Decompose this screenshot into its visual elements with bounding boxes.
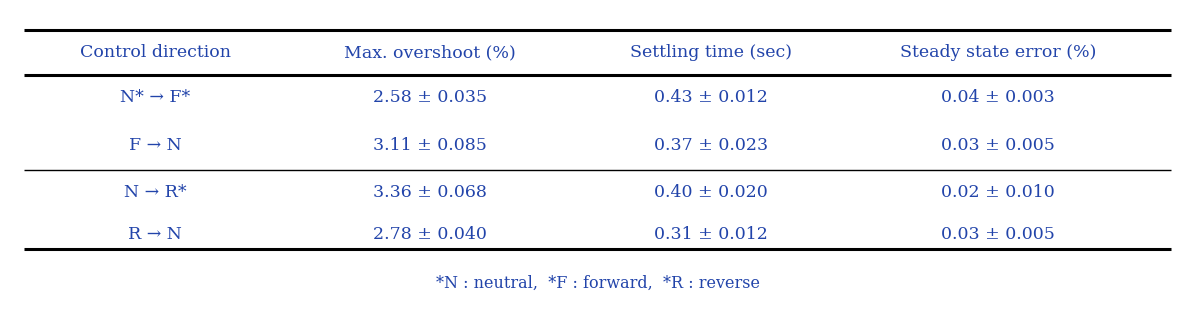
- Text: 0.40 ± 0.020: 0.40 ± 0.020: [654, 184, 768, 201]
- Text: R → N: R → N: [128, 226, 183, 243]
- Text: 2.78 ± 0.040: 2.78 ± 0.040: [373, 226, 488, 243]
- Text: Control direction: Control direction: [80, 44, 231, 61]
- Text: 0.03 ± 0.005: 0.03 ± 0.005: [940, 137, 1055, 154]
- Text: 0.43 ± 0.012: 0.43 ± 0.012: [654, 88, 768, 106]
- Text: Steady state error (%): Steady state error (%): [900, 44, 1096, 61]
- Text: 0.02 ± 0.010: 0.02 ± 0.010: [940, 184, 1055, 201]
- Text: F → N: F → N: [129, 137, 182, 154]
- Text: 3.11 ± 0.085: 3.11 ± 0.085: [373, 137, 488, 154]
- Text: *N : neutral,  *F : forward,  *R : reverse: *N : neutral, *F : forward, *R : reverse: [435, 275, 760, 292]
- Text: 0.37 ± 0.023: 0.37 ± 0.023: [654, 137, 768, 154]
- Text: N → R*: N → R*: [124, 184, 186, 201]
- Text: N* → F*: N* → F*: [121, 88, 190, 106]
- Text: Settling time (sec): Settling time (sec): [630, 44, 792, 61]
- Text: 0.31 ± 0.012: 0.31 ± 0.012: [654, 226, 768, 243]
- Text: 0.04 ± 0.003: 0.04 ± 0.003: [940, 88, 1055, 106]
- Text: Max. overshoot (%): Max. overshoot (%): [344, 44, 516, 61]
- Text: 3.36 ± 0.068: 3.36 ± 0.068: [373, 184, 488, 201]
- Text: 2.58 ± 0.035: 2.58 ± 0.035: [373, 88, 488, 106]
- Text: 0.03 ± 0.005: 0.03 ± 0.005: [940, 226, 1055, 243]
